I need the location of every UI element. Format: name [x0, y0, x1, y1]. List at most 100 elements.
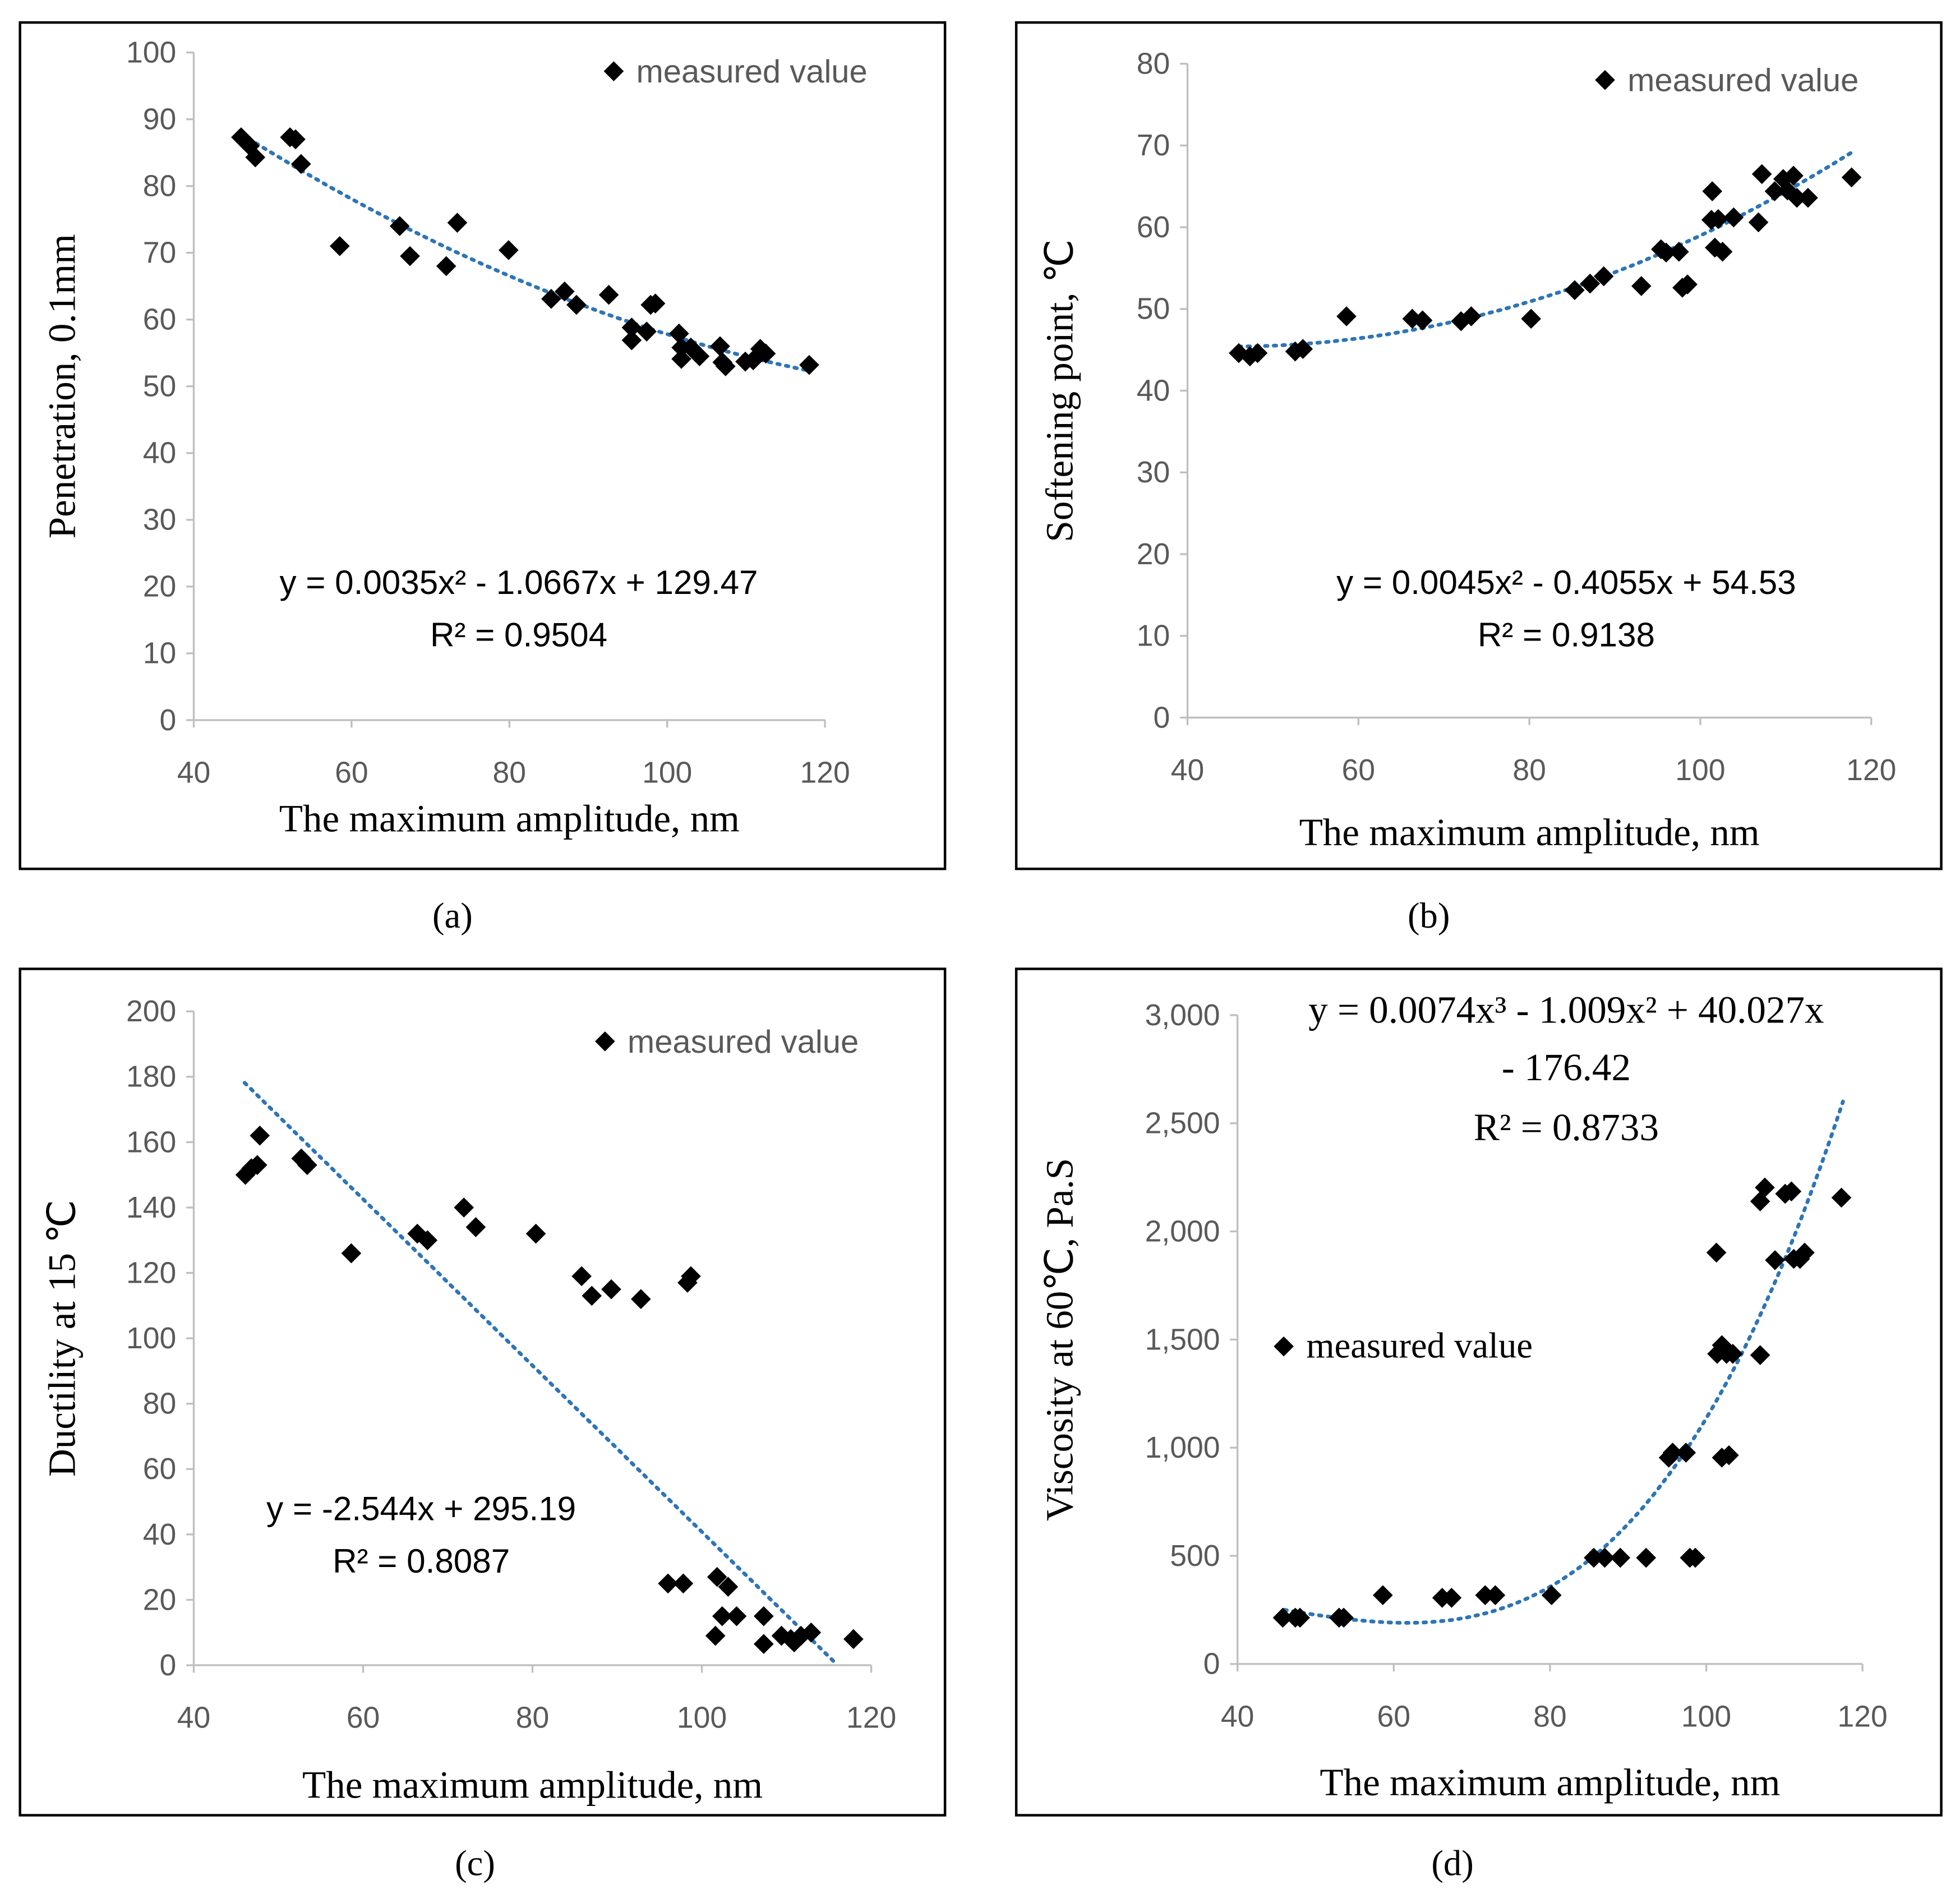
data-point [1719, 1445, 1739, 1466]
y-axis-title: Viscosity at 60℃, Pa.S [1037, 1158, 1081, 1521]
y-tick-label: 30 [1137, 456, 1170, 489]
chart-frame [1014, 967, 1943, 1817]
data-point [1751, 164, 1772, 185]
y-tick-label: 40 [143, 437, 176, 470]
data-point [1521, 308, 1542, 329]
x-tick-label: 40 [1171, 754, 1204, 787]
y-tick-label: 80 [1137, 48, 1170, 81]
y-tick-label: 20 [143, 570, 176, 603]
data-point [1541, 1585, 1562, 1606]
y-tick-label: 2,500 [1145, 1107, 1220, 1140]
data-point [801, 1622, 822, 1643]
data-point [400, 246, 420, 266]
data-point [1783, 165, 1804, 186]
panel-caption: (b) [1408, 895, 1450, 936]
x-tick-label: 120 [800, 756, 850, 789]
x-tick-label: 120 [846, 1702, 896, 1735]
chart-panel-c: 0 20 40 60 80 100 120 140 160 180 200 40 60 80 100 120 T… [19, 967, 947, 1883]
x-tick-label: 40 [177, 1702, 210, 1735]
x-tick-label: 80 [516, 1702, 549, 1735]
data-point [726, 1606, 747, 1626]
trendline [242, 1081, 840, 1667]
data-point [1461, 306, 1482, 326]
data-point [454, 1197, 474, 1218]
y-tick-label: 0 [160, 704, 177, 737]
y-tick-label: 3,000 [1145, 999, 1220, 1032]
data-point [1636, 1547, 1657, 1568]
data-point [1272, 1607, 1293, 1628]
data-point [689, 346, 710, 367]
y-axis-title: Ductility at 15 ℃ [40, 1200, 84, 1477]
y-tick-label: 0 [1203, 1648, 1220, 1681]
data-point [630, 1289, 651, 1310]
data-point [1708, 209, 1728, 229]
x-axis-title: The maximum amplitude, nm [302, 1763, 763, 1806]
data-point [712, 1606, 732, 1626]
data-point [1336, 306, 1357, 326]
legend-label: measured value [1306, 1325, 1533, 1366]
data-point [843, 1629, 864, 1649]
panel-caption: (a) [432, 895, 473, 936]
data-point [291, 1148, 312, 1169]
trendline-equation: y = 0.0045x² - 0.4055x + 54.53 [1336, 564, 1796, 601]
x-tick-label: 80 [1533, 1700, 1566, 1733]
data-point [436, 256, 456, 277]
trendline [239, 132, 811, 373]
chart-frame [19, 967, 947, 1817]
data-point [718, 1577, 739, 1597]
data-point [389, 216, 410, 236]
data-point [598, 284, 619, 305]
data-point [1748, 212, 1769, 233]
data-point [1750, 1345, 1770, 1366]
legend-label: measured value [1627, 63, 1858, 99]
data-point [566, 294, 587, 315]
data-point [621, 330, 642, 351]
data-point [1229, 343, 1249, 363]
x-axis-title: The maximum amplitude, nm [279, 796, 740, 840]
data-point [1293, 339, 1313, 360]
panel-caption: (c) [455, 1843, 495, 1883]
x-tick-label: 100 [1675, 754, 1725, 787]
data-point [297, 1155, 317, 1176]
trendline-equation: y = 0.0074x³ - 1.009x² + 40.027x [1308, 988, 1824, 1031]
trendline-equation: - 176.42 [1502, 1045, 1631, 1089]
y-tick-label: 0 [1154, 701, 1170, 734]
data-point [1372, 1585, 1393, 1606]
legend-marker-icon [594, 1031, 615, 1052]
data-point [1831, 1187, 1852, 1208]
x-tick-label: 100 [677, 1702, 727, 1735]
data-point [465, 1217, 486, 1237]
y-tick-label: 50 [1137, 293, 1170, 326]
y-tick-label: 200 [126, 995, 176, 1028]
data-point [1706, 1242, 1727, 1263]
data-point [707, 1566, 727, 1587]
trendline-equation: y = 0.0035x² - 1.0667x + 129.47 [280, 564, 758, 601]
data-point [1610, 1547, 1631, 1568]
trendline-equation: y = -2.544x + 295.19 [266, 1490, 576, 1528]
x-tick-label: 40 [177, 756, 210, 789]
data-point [554, 281, 575, 302]
legend-marker-icon [1274, 1336, 1294, 1357]
y-tick-label: 80 [143, 1388, 176, 1421]
y-tick-label: 70 [143, 237, 176, 270]
data-point [329, 236, 350, 256]
data-point [1669, 242, 1689, 262]
x-tick-label: 40 [1221, 1700, 1254, 1733]
legend-marker-icon [1595, 70, 1615, 90]
y-tick-label: 90 [143, 103, 176, 136]
data-point [668, 323, 689, 344]
x-tick-label: 100 [642, 756, 692, 789]
data-point [601, 1279, 621, 1299]
data-point [1334, 1607, 1354, 1628]
legend-label: measured value [628, 1024, 859, 1060]
y-tick-label: 2,000 [1145, 1215, 1220, 1248]
y-tick-label: 500 [1170, 1540, 1220, 1573]
x-tick-label: 120 [1838, 1700, 1888, 1733]
x-axis-title: The maximum amplitude, nm [1320, 1761, 1780, 1804]
data-point [1631, 276, 1652, 296]
data-point [1798, 187, 1818, 208]
data-point [525, 1223, 546, 1244]
data-point [1677, 274, 1698, 294]
x-tick-label: 60 [347, 1702, 380, 1735]
x-tick-label: 60 [335, 756, 368, 789]
